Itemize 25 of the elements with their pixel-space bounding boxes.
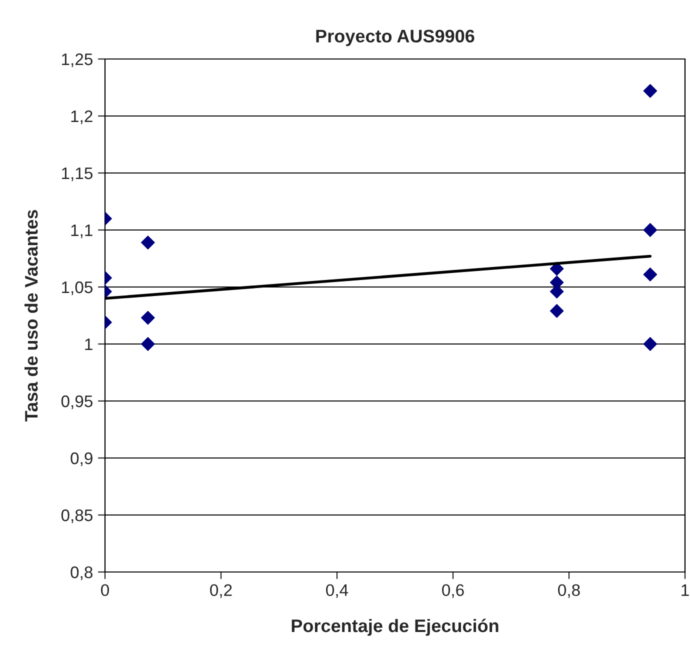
x-tick-label: 0,6 — [442, 584, 464, 598]
point — [643, 84, 658, 98]
point — [550, 262, 564, 276]
point — [550, 304, 564, 318]
x-tick-label: 0,4 — [326, 584, 348, 598]
x-tick-label: 0 — [101, 584, 109, 596]
point — [643, 337, 658, 351]
y-tick-label: 1,25 — [62, 53, 92, 68]
y-tick-label: 1 — [85, 338, 92, 350]
chart-title: Proyecto AUS9906 — [316, 30, 474, 46]
x-axis-title: Porcentaje de Ejecución — [292, 618, 498, 636]
y-tick-label: 0,8 — [70, 566, 92, 580]
y-tick-label: 1,2 — [71, 110, 92, 124]
x-tick-label: 1 — [682, 584, 689, 596]
y-tick-label: 0,9 — [70, 452, 92, 466]
y-tick-label: 1,15 — [62, 168, 92, 182]
y-tick-label: 0,85 — [61, 509, 92, 524]
point — [643, 268, 658, 282]
y-tick-label: 1,1 — [71, 224, 92, 238]
y-tick-label: 0,95 — [61, 395, 92, 410]
point — [643, 223, 658, 237]
x-tick-label: 0,8 — [558, 584, 580, 598]
y-axis-title: Tasa de uso de Vacantes — [24, 210, 38, 422]
x-tick-label: 0,2 — [210, 584, 232, 598]
y-tick-label: 1,05 — [62, 281, 92, 296]
